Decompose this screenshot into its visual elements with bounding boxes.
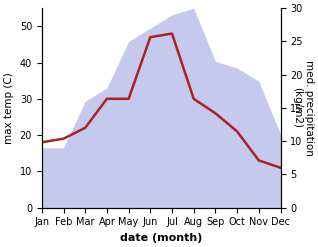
Y-axis label: med. precipitation
(kg/m2): med. precipitation (kg/m2) — [292, 60, 314, 156]
X-axis label: date (month): date (month) — [120, 233, 202, 243]
Y-axis label: max temp (C): max temp (C) — [4, 72, 14, 144]
